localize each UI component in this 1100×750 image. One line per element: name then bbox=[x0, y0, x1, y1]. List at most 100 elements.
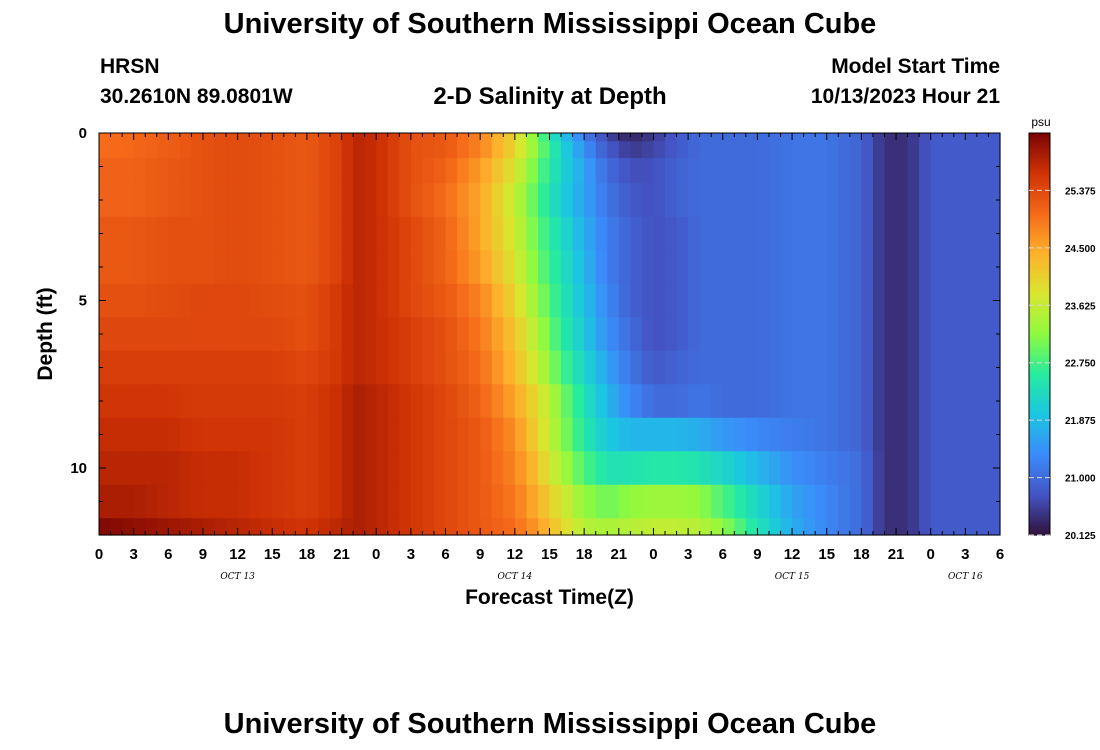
heatmap-cell bbox=[861, 350, 874, 385]
heatmap-cell bbox=[503, 350, 516, 385]
heatmap-cell bbox=[364, 317, 377, 352]
colorbar-swatch bbox=[1029, 275, 1050, 279]
heatmap-cell bbox=[537, 518, 551, 536]
heatmap-cell bbox=[607, 250, 620, 285]
heatmap-cell bbox=[457, 141, 470, 159]
colorbar-swatch bbox=[1029, 452, 1050, 456]
heatmap-cell bbox=[665, 384, 678, 419]
heatmap-cell bbox=[561, 484, 574, 519]
heatmap-cell bbox=[503, 183, 516, 218]
heatmap-cell bbox=[260, 417, 273, 452]
heatmap-cell bbox=[561, 451, 574, 486]
colorbar-swatch bbox=[1029, 179, 1050, 182]
heatmap-cell bbox=[191, 350, 204, 385]
heatmap-cell bbox=[757, 384, 770, 419]
heatmap-cell bbox=[283, 283, 296, 318]
heatmap-cell bbox=[988, 417, 1001, 452]
heatmap-cell bbox=[907, 141, 920, 159]
heatmap-cell bbox=[988, 350, 1001, 385]
colorbar-swatch bbox=[1029, 329, 1050, 333]
x-tick-label: 18 bbox=[299, 546, 316, 563]
heatmap-cell bbox=[295, 133, 308, 142]
heatmap-cell bbox=[653, 133, 666, 142]
heatmap-cell bbox=[792, 451, 805, 486]
colorbar-swatch bbox=[1029, 436, 1050, 440]
heatmap-cell bbox=[387, 317, 400, 352]
heatmap-cell bbox=[965, 317, 978, 352]
heatmap-cell bbox=[318, 216, 331, 251]
heatmap-cell bbox=[872, 451, 886, 486]
heatmap-cell bbox=[561, 317, 574, 352]
heatmap-cell bbox=[988, 484, 1001, 519]
colorbar-swatch bbox=[1029, 251, 1050, 255]
heatmap-cell bbox=[861, 183, 874, 218]
heatmap-cell bbox=[457, 250, 470, 285]
heatmap-cell bbox=[641, 417, 655, 452]
colorbar-swatch bbox=[1029, 334, 1050, 337]
heatmap-cell bbox=[780, 158, 793, 184]
colorbar-swatch bbox=[1029, 185, 1050, 188]
colorbar-swatch bbox=[1029, 388, 1050, 391]
heatmap-cell bbox=[514, 250, 527, 285]
colorbar-swatch bbox=[1029, 239, 1050, 243]
heatmap-cell bbox=[561, 216, 574, 251]
heatmap-cell bbox=[272, 158, 285, 184]
heatmap-cell bbox=[676, 250, 689, 285]
heatmap-cell bbox=[572, 158, 585, 184]
x-tick-label: 15 bbox=[264, 546, 281, 563]
colorbar-swatch bbox=[1029, 241, 1050, 245]
heatmap-cell bbox=[618, 518, 631, 536]
heatmap-cell bbox=[595, 350, 608, 385]
heatmap-cell bbox=[433, 451, 447, 486]
heatmap-cell bbox=[376, 141, 389, 159]
heatmap-cell bbox=[711, 384, 724, 419]
heatmap-cell bbox=[838, 216, 851, 251]
heatmap-cell bbox=[757, 317, 770, 352]
heatmap-cell bbox=[953, 158, 966, 184]
heatmap-cell bbox=[191, 133, 204, 142]
heatmap-cell bbox=[942, 183, 955, 218]
heatmap-cell bbox=[549, 451, 562, 486]
heatmap-cell bbox=[607, 133, 620, 142]
x-tick-label: 3 bbox=[961, 546, 969, 563]
heatmap-cell bbox=[422, 518, 435, 536]
heatmap-cell bbox=[665, 417, 678, 452]
heatmap-cell bbox=[122, 216, 135, 251]
x-tick-label: 12 bbox=[507, 546, 524, 563]
heatmap-cell bbox=[122, 484, 135, 519]
heatmap-cell bbox=[249, 133, 262, 142]
heatmap-cell bbox=[226, 384, 239, 419]
x-tick-label: 21 bbox=[333, 546, 350, 563]
heatmap-cell bbox=[168, 417, 181, 452]
heatmap-cell bbox=[468, 183, 481, 218]
heatmap-cell bbox=[353, 451, 366, 486]
heatmap-cell bbox=[930, 133, 943, 142]
heatmap-cell bbox=[722, 317, 735, 352]
heatmap-cell bbox=[295, 350, 308, 385]
heatmap-cell bbox=[768, 250, 782, 285]
heatmap-cell bbox=[214, 158, 227, 184]
heatmap-cell bbox=[260, 484, 273, 519]
heatmap-cell bbox=[341, 158, 354, 184]
heatmap-cell bbox=[410, 317, 424, 352]
heatmap-cell bbox=[561, 141, 574, 159]
colorbar-swatch bbox=[1029, 153, 1050, 156]
heatmap-cell bbox=[838, 384, 851, 419]
heatmap-cell bbox=[595, 484, 608, 519]
heatmap-cell bbox=[826, 518, 839, 536]
heatmap-cells bbox=[99, 133, 1001, 536]
colorbar-swatch bbox=[1029, 299, 1050, 303]
heatmap-cell bbox=[295, 317, 308, 352]
heatmap-cell bbox=[734, 518, 747, 536]
heatmap-cell bbox=[653, 484, 666, 519]
heatmap-cell bbox=[757, 250, 770, 285]
heatmap-cell bbox=[202, 216, 216, 251]
colorbar-swatch bbox=[1029, 159, 1050, 162]
heatmap-cell bbox=[260, 350, 273, 385]
heatmap-cell bbox=[399, 451, 412, 486]
heatmap-cell bbox=[722, 250, 735, 285]
heatmap-cell bbox=[884, 484, 897, 519]
colorbar-swatch bbox=[1029, 193, 1050, 196]
heatmap-cell bbox=[780, 133, 793, 142]
heatmap-cell bbox=[653, 451, 666, 486]
